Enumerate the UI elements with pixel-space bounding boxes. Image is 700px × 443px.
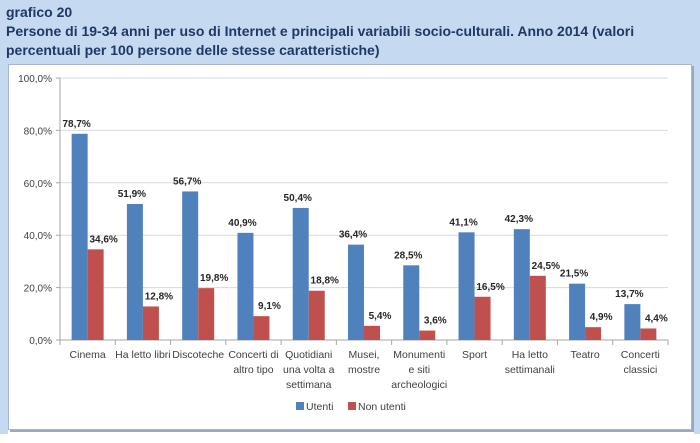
data-label: 41,1%: [449, 217, 477, 228]
data-label: 12,8%: [145, 291, 173, 302]
x-category-label: settimanali: [505, 364, 555, 376]
data-label: 51,9%: [118, 189, 146, 200]
left-border-band: [0, 64, 8, 434]
x-category-label: Concerti: [621, 349, 660, 361]
x-category-label: e siti: [408, 364, 430, 376]
x-category-label: Ha letto: [512, 349, 548, 361]
x-category-label: Monumenti: [393, 349, 445, 361]
data-label: 9,1%: [258, 301, 281, 312]
figure-label: grafico 20: [6, 4, 73, 20]
bar-non-utenti: [142, 306, 159, 340]
x-category-label: mostre: [348, 364, 380, 376]
data-label: 28,5%: [394, 250, 422, 261]
bar-non-utenti: [198, 288, 215, 340]
data-label: 78,7%: [62, 119, 90, 130]
x-category-label: Musei,: [349, 349, 380, 361]
bar-non-utenti: [585, 327, 602, 340]
bar-utenti: [403, 265, 420, 340]
y-tick-label: 60,0%: [24, 179, 52, 190]
x-category-label: settimana: [286, 379, 332, 391]
x-category-label: una volta a: [283, 364, 335, 376]
bar-non-utenti: [308, 290, 325, 340]
right-border-band: [694, 64, 700, 434]
y-tick-label: 100,0%: [18, 74, 52, 85]
data-label: 50,4%: [284, 193, 312, 204]
y-tick-label: 20,0%: [24, 284, 52, 295]
bar-utenti: [569, 283, 586, 340]
bar-utenti: [126, 204, 143, 340]
data-label: 18,8%: [311, 276, 339, 287]
bar-utenti: [182, 191, 199, 340]
chart-title: Persone di 19-34 anni per uso di Interne…: [6, 23, 635, 58]
bar-utenti: [237, 232, 254, 340]
bar-utenti: [458, 232, 475, 340]
data-label: 4,9%: [590, 312, 613, 323]
bar-non-utenti: [640, 328, 657, 340]
legend-label-non-utenti: Non utenti: [358, 401, 406, 413]
bar-non-utenti: [419, 330, 436, 340]
x-category-label: Concerti di: [228, 349, 278, 361]
bar-non-utenti: [87, 249, 104, 340]
x-category-label: Quotidiani: [285, 349, 332, 361]
bar-utenti: [71, 133, 88, 340]
data-label: 13,7%: [615, 289, 643, 300]
y-tick-label: 40,0%: [24, 231, 52, 242]
x-category-label: classici: [623, 364, 657, 376]
bar-utenti: [624, 304, 641, 340]
bar-non-utenti: [474, 296, 491, 340]
y-tick-label: 0,0%: [29, 336, 52, 347]
x-category-label: Teatro: [570, 349, 599, 361]
x-category-label: Cinema: [70, 349, 106, 361]
legend-swatch-non-utenti: [348, 402, 356, 410]
bar-non-utenti: [364, 325, 380, 340]
bar-non-utenti: [253, 316, 270, 340]
bar-utenti: [348, 244, 364, 340]
data-label: 16,5%: [476, 282, 504, 293]
data-label: 19,8%: [200, 273, 228, 284]
y-tick-label: 80,0%: [24, 126, 52, 137]
x-category-label: Discoteche: [172, 349, 224, 361]
x-category-label: Ha letto libri: [115, 349, 170, 361]
data-label: 56,7%: [173, 176, 201, 187]
bar-utenti: [513, 229, 530, 340]
x-category-label: altro tipo: [233, 364, 273, 376]
data-label: 3,6%: [424, 316, 447, 327]
data-label: 4,4%: [645, 313, 668, 324]
bar-utenti: [292, 207, 309, 340]
x-category-label: Sport: [462, 349, 487, 361]
data-label: 40,9%: [228, 218, 256, 229]
data-label: 24,5%: [532, 261, 560, 272]
data-label: 5,4%: [369, 311, 392, 322]
data-label: 21,5%: [560, 269, 588, 280]
legend-swatch-utenti: [296, 402, 304, 410]
bar-non-utenti: [529, 275, 546, 340]
legend-label-utenti: Utenti: [306, 401, 333, 413]
data-label: 36,4%: [339, 230, 367, 241]
header-band: grafico 20 Persone di 19-34 anni per uso…: [0, 0, 700, 66]
data-label: 34,6%: [89, 234, 117, 245]
data-label: 42,3%: [505, 214, 533, 225]
x-category-label: archeologici: [391, 379, 447, 391]
